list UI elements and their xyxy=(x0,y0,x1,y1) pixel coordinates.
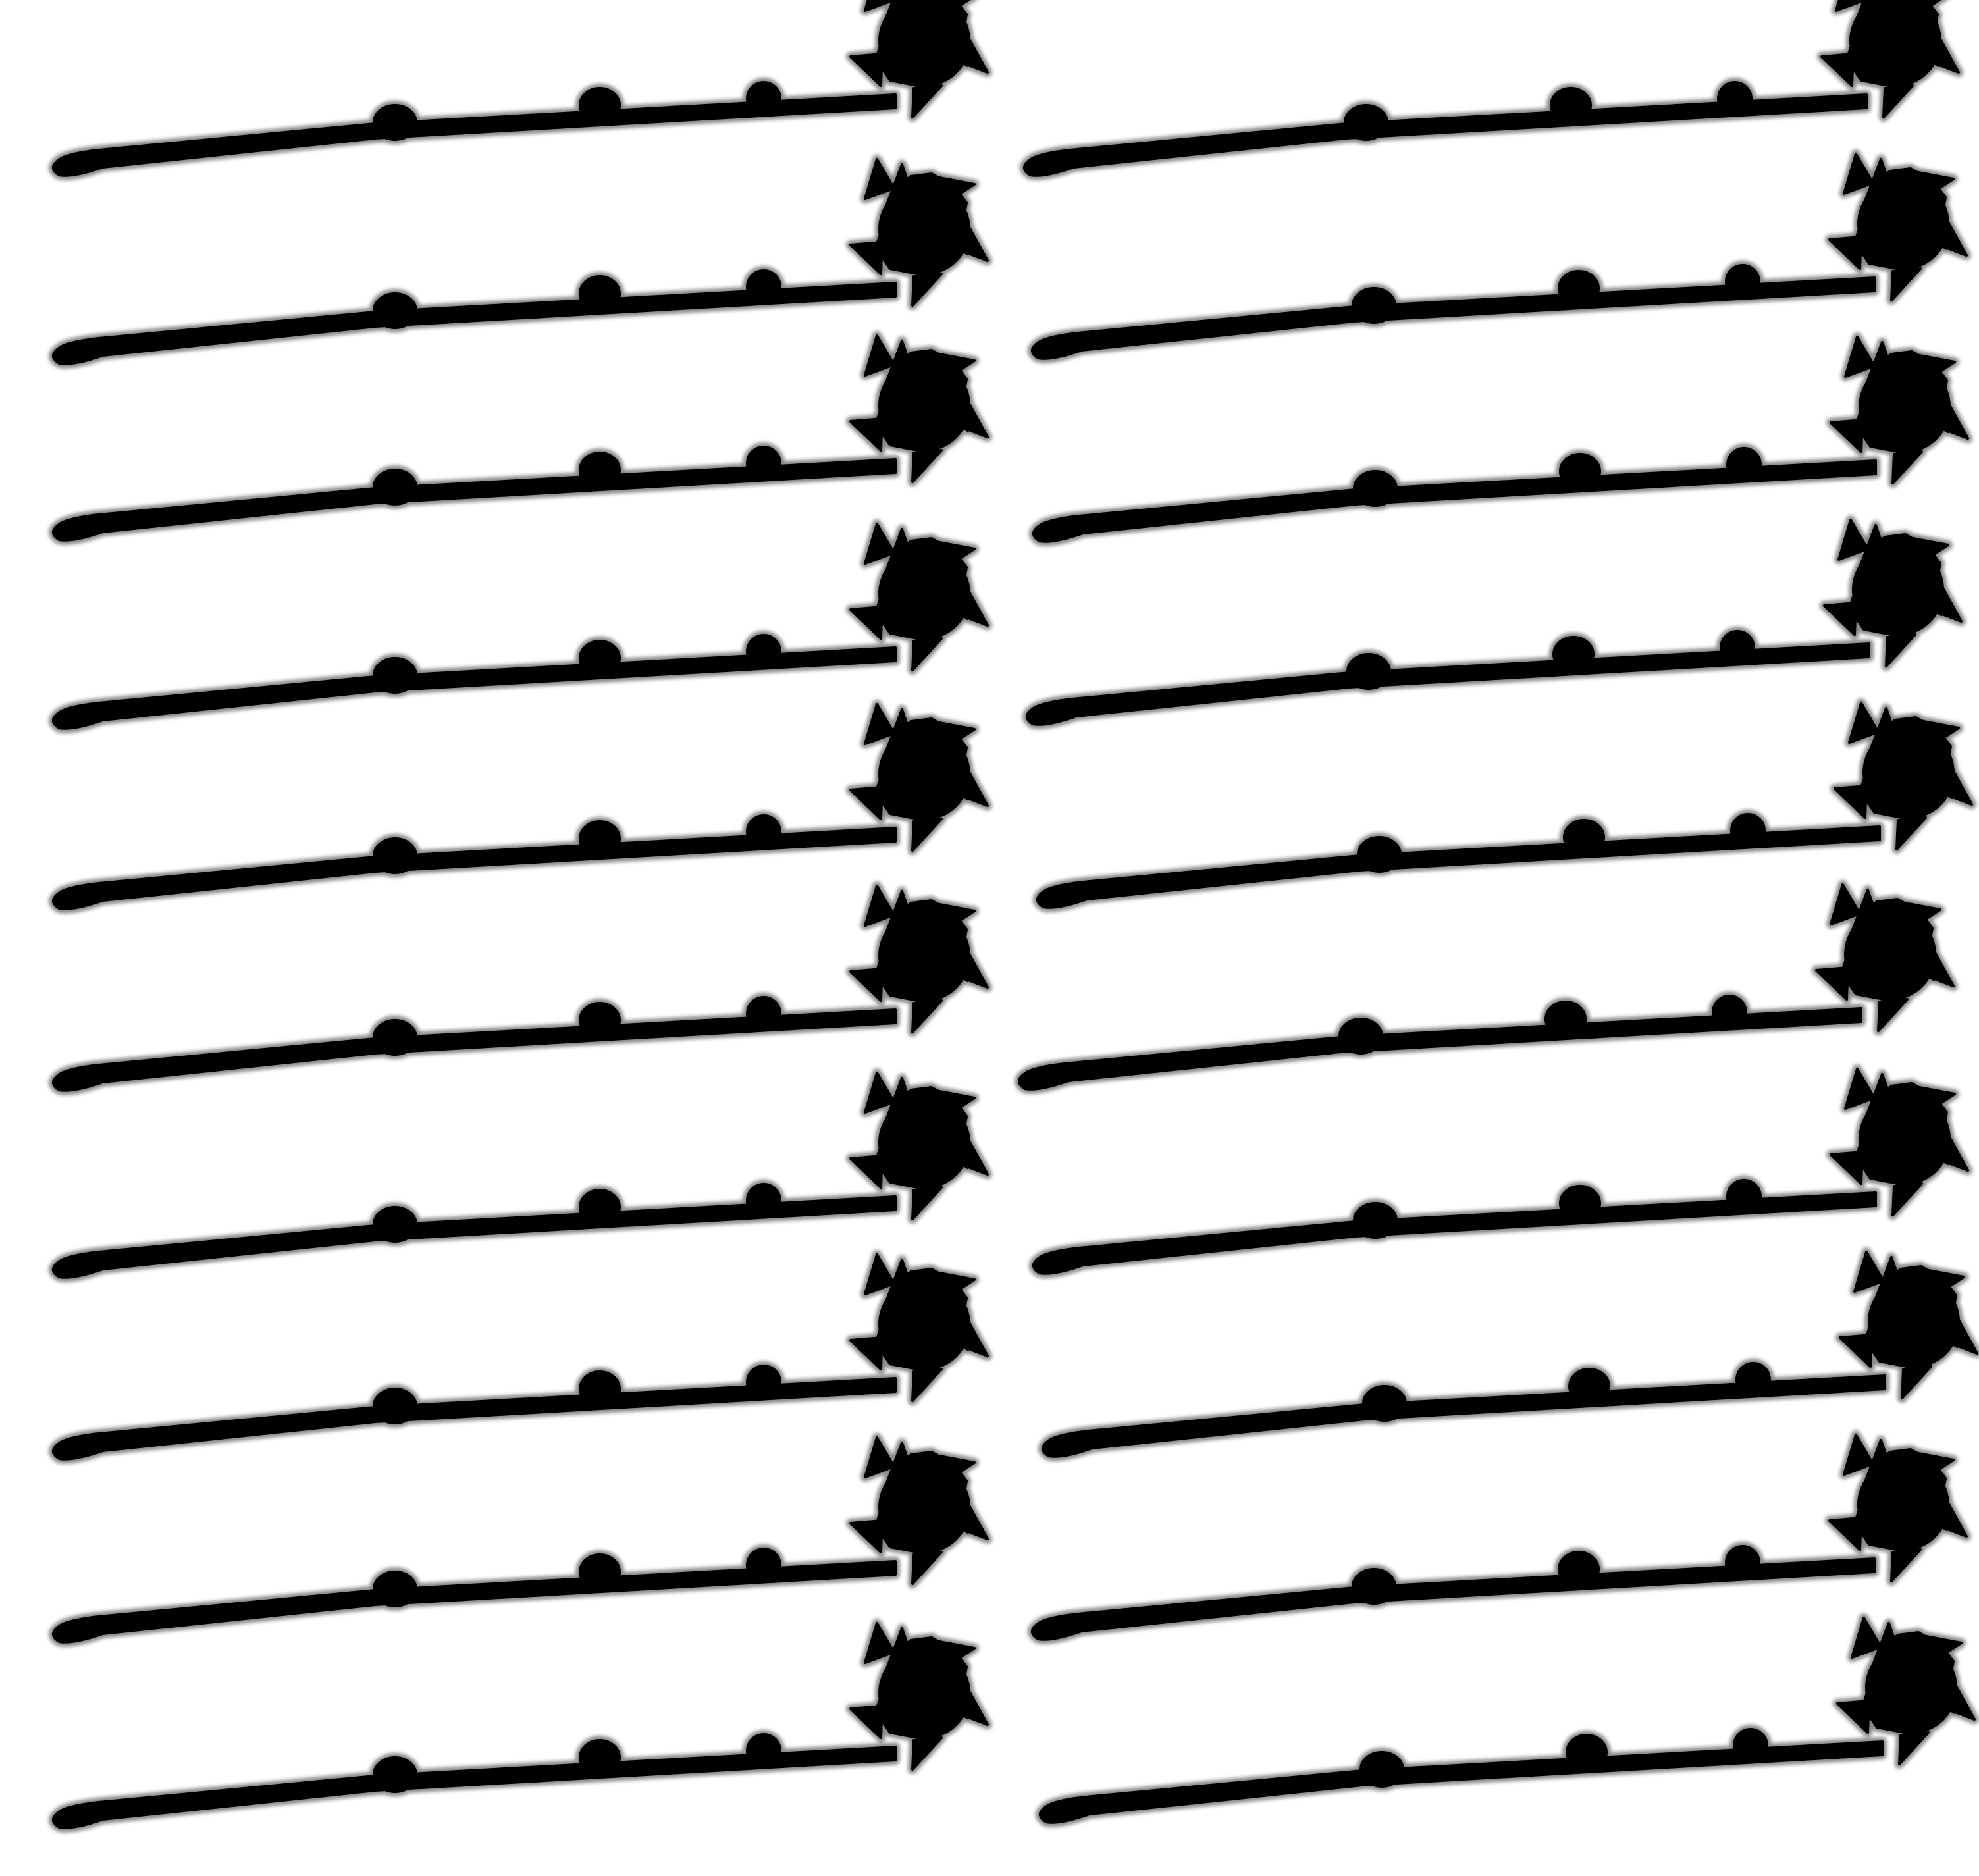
stir-stick-item xyxy=(1038,703,1972,908)
stir-stick-item xyxy=(53,0,988,176)
stir-stick-item xyxy=(1034,337,1968,542)
stir-stick-with-pinwheel-top-icon xyxy=(1036,702,1973,909)
stir-stick-with-pinwheel-top-icon xyxy=(1022,0,1960,177)
stir-stick-item xyxy=(1032,1435,1966,1640)
stir-stick-with-pinwheel-top-icon xyxy=(1030,153,1968,360)
stir-stick-item xyxy=(53,1438,988,1642)
stir-stick-item xyxy=(1019,885,1953,1089)
stir-stick-with-pinwheel-top-icon xyxy=(1017,883,1955,1091)
stir-stick-with-pinwheel-top-icon xyxy=(1032,1068,1969,1275)
stir-stick-with-pinwheel-top-icon xyxy=(51,1622,990,1829)
stir-stick-item xyxy=(53,886,988,1091)
stir-stick-item xyxy=(1027,520,1961,725)
stick-grid xyxy=(53,0,1977,1828)
stir-stick-with-pinwheel-top-icon xyxy=(1032,336,1969,543)
stir-stick-item xyxy=(53,704,988,909)
stir-stick-item xyxy=(53,159,988,364)
stir-stick-item xyxy=(1024,0,1959,176)
stir-stick-with-pinwheel-top-icon xyxy=(51,885,990,1092)
stir-stick-item xyxy=(53,336,988,540)
stir-stick-with-pinwheel-top-icon xyxy=(1038,1617,1976,1824)
stir-stick-item xyxy=(53,1255,988,1459)
stir-stick-with-pinwheel-top-icon xyxy=(51,703,990,910)
stir-stick-with-pinwheel-top-icon xyxy=(51,334,990,542)
stir-stick-with-pinwheel-top-icon xyxy=(51,523,990,730)
stir-stick-with-pinwheel-top-icon xyxy=(1030,1434,1968,1641)
stir-stick-item xyxy=(1034,1069,1968,1274)
stir-stick-with-pinwheel-top-icon xyxy=(51,158,990,365)
stir-stick-with-pinwheel-top-icon xyxy=(1041,1251,1978,1458)
stir-stick-with-pinwheel-top-icon xyxy=(51,1072,990,1279)
stir-stick-with-pinwheel-top-icon xyxy=(1025,519,1963,726)
stir-stick-with-pinwheel-top-icon xyxy=(51,0,990,177)
stir-stick-with-pinwheel-top-icon xyxy=(51,1253,990,1461)
stir-stick-item xyxy=(53,1073,988,1278)
stir-stick-item xyxy=(53,1623,988,1828)
stir-stick-item xyxy=(1043,1252,1977,1457)
stir-stick-with-pinwheel-top-icon xyxy=(51,1436,990,1644)
stir-stick-item xyxy=(1040,1618,1974,1823)
stir-stick-item xyxy=(1032,154,1966,359)
stir-stick-item xyxy=(53,524,988,729)
